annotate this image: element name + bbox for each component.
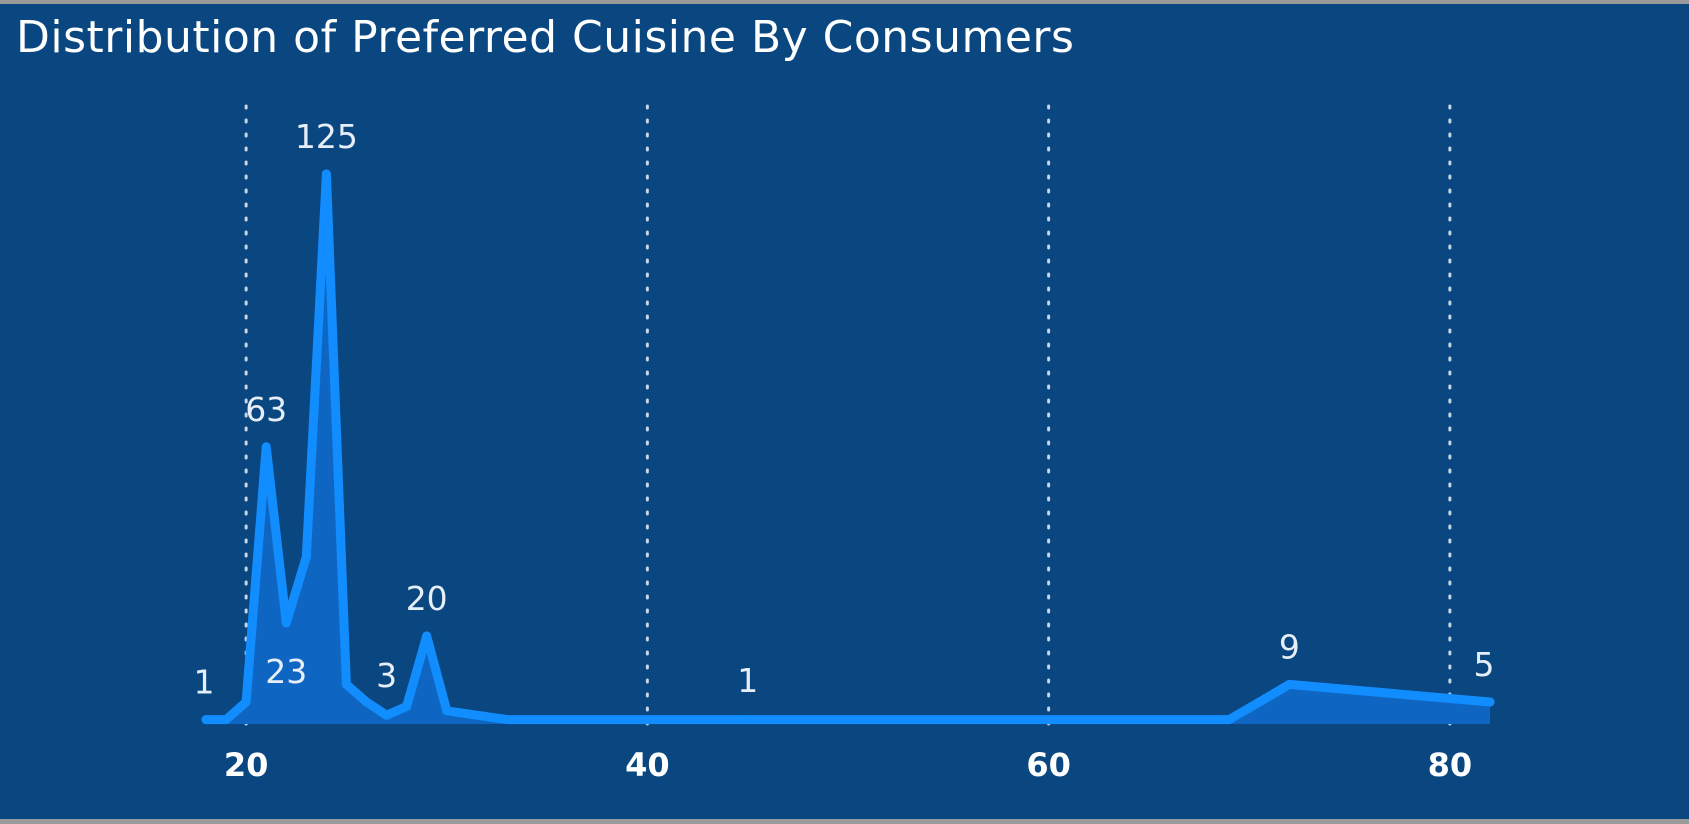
- data-label: 20: [406, 579, 448, 618]
- data-point: [402, 701, 412, 711]
- data-point: [422, 631, 432, 641]
- data-point: [502, 715, 512, 725]
- data-point: [1485, 697, 1495, 707]
- data-point: [743, 715, 753, 725]
- data-label: 5: [1474, 645, 1495, 684]
- x-tick-label: 80: [1428, 746, 1473, 784]
- data-point: [321, 169, 331, 179]
- data-point: [241, 697, 251, 707]
- data-point: [442, 706, 452, 716]
- gridlines: [244, 104, 1452, 728]
- data-point: [281, 618, 291, 628]
- data-label: 1: [737, 661, 758, 700]
- data-point: [341, 679, 351, 689]
- data-label: 1: [194, 663, 215, 702]
- data-labels: 1 63 23 125 320 1 9 5: [194, 117, 1495, 702]
- data-point: [362, 697, 371, 707]
- data-label: 125: [295, 117, 358, 156]
- data-point: [1224, 715, 1234, 725]
- x-axis: 20 40 60 80: [224, 746, 1472, 784]
- data-label: 23: [265, 652, 307, 691]
- x-tick-label: 60: [1026, 746, 1071, 784]
- data-points: [201, 169, 1495, 725]
- data-point: [301, 552, 311, 562]
- data-point: [261, 442, 271, 452]
- chart-title: Distribution of Preferred Cuisine By Con…: [16, 12, 1075, 63]
- series-line: [201, 169, 1495, 725]
- data-point: [221, 715, 231, 725]
- data-point: [201, 715, 211, 725]
- data-point: [1284, 679, 1294, 689]
- x-tick-label: 40: [625, 746, 670, 784]
- data-point: [382, 710, 392, 720]
- data-label: 9: [1279, 627, 1300, 666]
- x-tick-label: 20: [224, 746, 269, 784]
- data-label: 63: [245, 390, 287, 429]
- data-label: 3: [376, 656, 397, 695]
- series-area: [206, 174, 1490, 724]
